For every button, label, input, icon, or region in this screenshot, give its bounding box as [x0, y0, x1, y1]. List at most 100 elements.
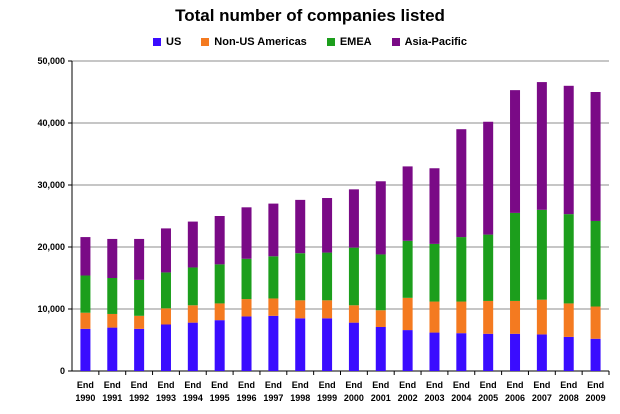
legend-swatch-us: [153, 38, 162, 46]
bar-asia-pacific-1999: [322, 198, 333, 253]
bar-non-us-americas-2004: [456, 301, 467, 334]
bar-us-2008: [563, 336, 574, 371]
bar-us-1996: [241, 316, 252, 371]
bar-emea-1998: [295, 253, 306, 301]
bar-asia-pacific-1993: [160, 228, 171, 273]
bar-emea-2006: [510, 212, 521, 301]
x-tick-label-line2: 2006: [505, 393, 525, 403]
legend-swatch-non-us-americas: [201, 38, 210, 46]
bar-us-2004: [456, 333, 467, 371]
bar-us-1990: [80, 328, 91, 371]
bar-emea-1993: [160, 272, 171, 309]
bar-non-us-americas-1991: [107, 313, 118, 328]
bar-us-2003: [429, 332, 440, 371]
bar-us-1992: [134, 328, 145, 371]
x-tick-label-line1: End: [238, 380, 255, 390]
bar-us-1999: [322, 318, 333, 371]
bar-asia-pacific-2002: [402, 166, 413, 241]
bar-asia-pacific-2008: [563, 85, 574, 215]
x-tick-label-line1: End: [345, 380, 362, 390]
x-tick-label-line1: End: [184, 380, 201, 390]
bar-non-us-americas-1994: [187, 305, 198, 323]
bar-non-us-americas-2009: [590, 306, 601, 339]
bar-non-us-americas-2006: [510, 300, 521, 334]
x-tick-label-line1: End: [372, 380, 389, 390]
x-tick-label-line2: 1995: [210, 393, 230, 403]
bar-emea-2004: [456, 237, 467, 302]
bar-non-us-americas-1993: [160, 308, 171, 325]
bar-us-1998: [295, 318, 306, 371]
x-tick-label-line2: 2002: [398, 393, 418, 403]
bar-us-2006: [510, 333, 521, 371]
x-tick-label-line2: 1998: [290, 393, 310, 403]
x-tick-label-line1: End: [211, 380, 228, 390]
bar-asia-pacific-2004: [456, 129, 467, 238]
bar-us-2009: [590, 338, 601, 371]
bar-asia-pacific-1997: [268, 203, 279, 257]
y-tick-label: 50,000: [37, 56, 65, 66]
bar-emea-2000: [348, 247, 359, 306]
bar-asia-pacific-1994: [187, 221, 198, 268]
bar-us-1995: [214, 320, 225, 371]
x-tick-label-line2: 2001: [371, 393, 391, 403]
bar-us-2005: [483, 333, 494, 371]
x-tick-label-line2: 2003: [424, 393, 444, 403]
bar-non-us-americas-2002: [402, 297, 413, 331]
bar-asia-pacific-1991: [107, 238, 118, 278]
legend-item-us: US: [153, 36, 181, 48]
x-tick-label-line1: End: [507, 380, 524, 390]
chart-title: Total number of companies listed: [175, 6, 445, 25]
x-tick-label-line1: End: [319, 380, 336, 390]
bar-asia-pacific-2000: [348, 189, 359, 248]
bar-non-us-americas-2003: [429, 301, 440, 333]
x-tick-label-line1: End: [480, 380, 497, 390]
bar-emea-2009: [590, 220, 601, 307]
x-tick-label-line1: End: [265, 380, 282, 390]
bar-emea-2002: [402, 240, 413, 298]
bar-non-us-americas-1992: [134, 315, 145, 329]
bar-us-1994: [187, 322, 198, 371]
bar-non-us-americas-1990: [80, 312, 91, 329]
legend-item-non-us-americas: Non-US Americas: [201, 36, 307, 48]
legend-item-asia-pacific: Asia-Pacific: [391, 36, 467, 48]
bar-asia-pacific-2001: [375, 181, 386, 255]
x-tick-label-line2: 1990: [75, 393, 95, 403]
bar-non-us-americas-1995: [214, 303, 225, 321]
bar-emea-2007: [536, 209, 547, 300]
bar-asia-pacific-1995: [214, 216, 225, 265]
legend-label-non-us-americas: Non-US Americas: [214, 36, 307, 48]
x-tick-label-line2: 2000: [344, 393, 364, 403]
x-tick-label-line2: 1993: [156, 393, 176, 403]
bar-emea-2001: [375, 254, 386, 311]
bar-us-2001: [375, 326, 386, 371]
legend-swatch-asia-pacific: [391, 38, 400, 46]
y-tick-label: 20,000: [37, 242, 65, 252]
bar-non-us-americas-2001: [375, 310, 386, 327]
bar-non-us-americas-2000: [348, 305, 359, 323]
x-tick-label-line2: 1992: [129, 393, 149, 403]
x-tick-label-line2: 1997: [263, 393, 283, 403]
bar-emea-1992: [134, 279, 145, 316]
x-tick-label-line1: End: [453, 380, 470, 390]
chart-legend: US Non-US Americas EMEA Asia-Pacific: [0, 36, 620, 48]
x-tick-label-line1: End: [131, 380, 148, 390]
bar-emea-1991: [107, 278, 118, 314]
bar-emea-1996: [241, 258, 252, 300]
bar-non-us-americas-2008: [563, 303, 574, 337]
x-tick-label-line1: End: [533, 380, 550, 390]
bar-non-us-americas-1996: [241, 299, 252, 317]
y-tick-label: 40,000: [37, 118, 65, 128]
bar-us-2007: [536, 334, 547, 371]
x-tick-label-line1: End: [399, 380, 416, 390]
bar-asia-pacific-1998: [295, 199, 306, 254]
x-tick-label-line1: End: [292, 380, 309, 390]
x-tick-label-line1: End: [104, 380, 121, 390]
x-tick-label-line2: 1994: [183, 393, 203, 403]
legend-swatch-emea: [326, 38, 335, 46]
bar-us-2000: [348, 322, 359, 371]
x-tick-label-line2: 2004: [451, 393, 471, 403]
bar-emea-1994: [187, 267, 198, 306]
x-tick-label-line1: End: [157, 380, 174, 390]
x-tick-label-line2: 1996: [237, 393, 257, 403]
